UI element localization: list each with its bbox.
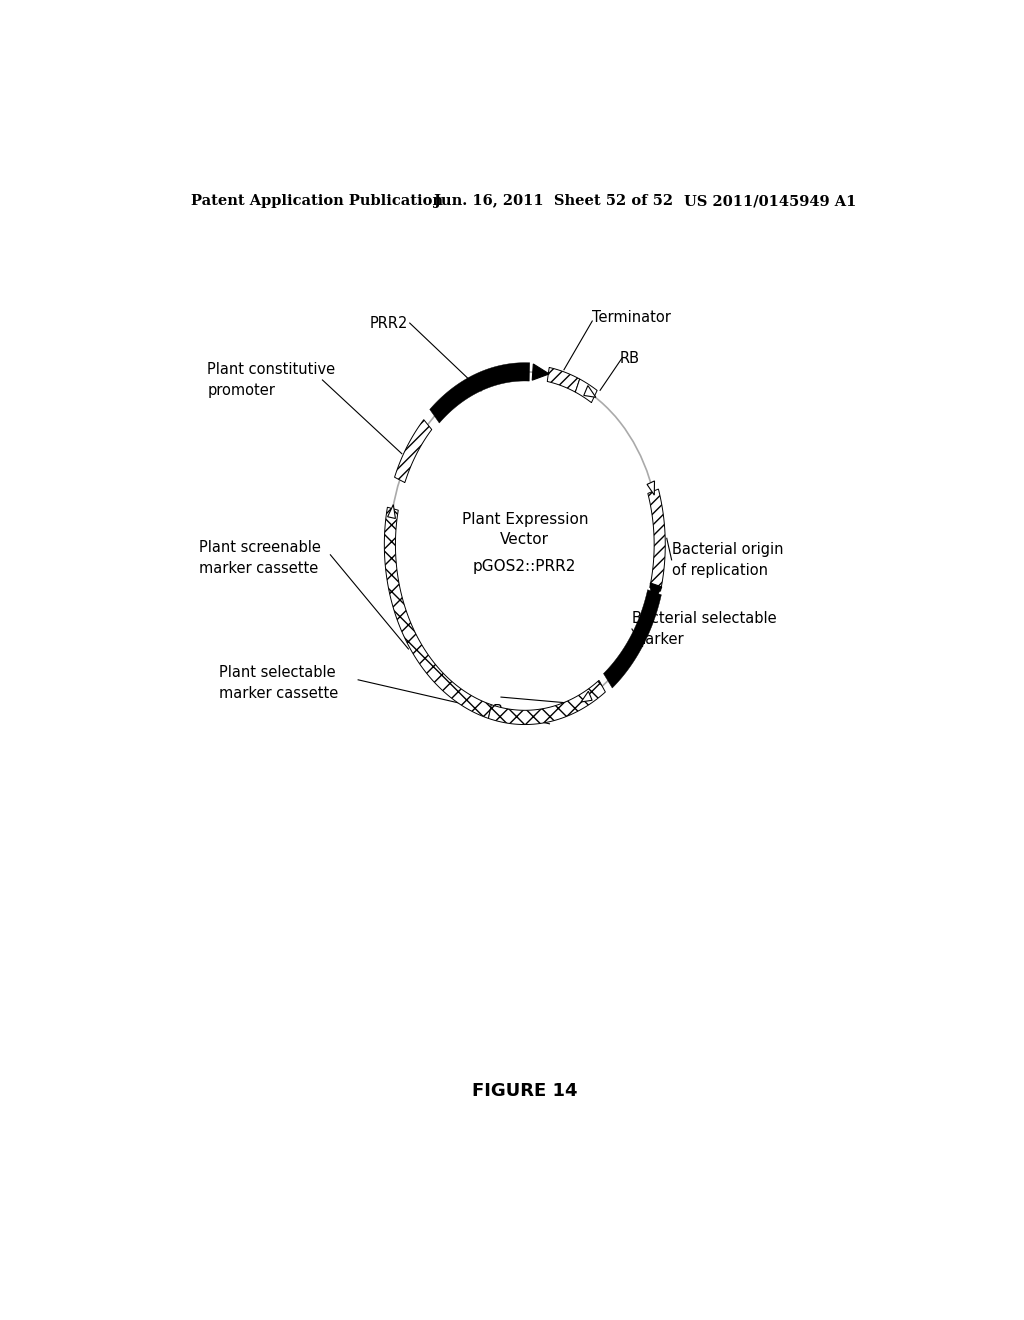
Text: Patent Application Publication: Patent Application Publication — [191, 194, 443, 209]
Polygon shape — [575, 379, 597, 403]
Polygon shape — [384, 507, 492, 718]
Polygon shape — [582, 692, 592, 702]
Text: Plant selectable
marker cassette: Plant selectable marker cassette — [219, 665, 339, 701]
Polygon shape — [394, 420, 432, 483]
Polygon shape — [584, 385, 596, 397]
Text: Plant constitutive
promoter: Plant constitutive promoter — [207, 362, 336, 397]
Polygon shape — [547, 367, 580, 392]
Text: RB: RB — [620, 351, 640, 366]
Text: pGOS2::PRR2: pGOS2::PRR2 — [473, 560, 577, 574]
Polygon shape — [603, 590, 662, 688]
Text: Vector: Vector — [501, 532, 549, 546]
Text: FIGURE 14: FIGURE 14 — [472, 1082, 578, 1101]
Polygon shape — [647, 480, 654, 495]
Polygon shape — [388, 504, 395, 519]
Text: Plant screenable
marker cassette: Plant screenable marker cassette — [200, 540, 322, 576]
Text: Bacterial selectable
marker: Bacterial selectable marker — [632, 611, 776, 647]
Text: Terminator: Terminator — [592, 310, 671, 326]
Text: Bacterial origin
of replication: Bacterial origin of replication — [672, 543, 783, 578]
Text: Plant Expression: Plant Expression — [462, 512, 588, 527]
Polygon shape — [532, 364, 549, 380]
Polygon shape — [488, 680, 605, 725]
Polygon shape — [648, 488, 666, 591]
Text: LB: LB — [485, 704, 504, 719]
Polygon shape — [650, 583, 662, 605]
Text: US 2011/0145949 A1: US 2011/0145949 A1 — [684, 194, 856, 209]
Text: Jun. 16, 2011  Sheet 52 of 52: Jun. 16, 2011 Sheet 52 of 52 — [433, 194, 673, 209]
Text: PRR2: PRR2 — [370, 315, 409, 330]
Polygon shape — [430, 363, 529, 422]
